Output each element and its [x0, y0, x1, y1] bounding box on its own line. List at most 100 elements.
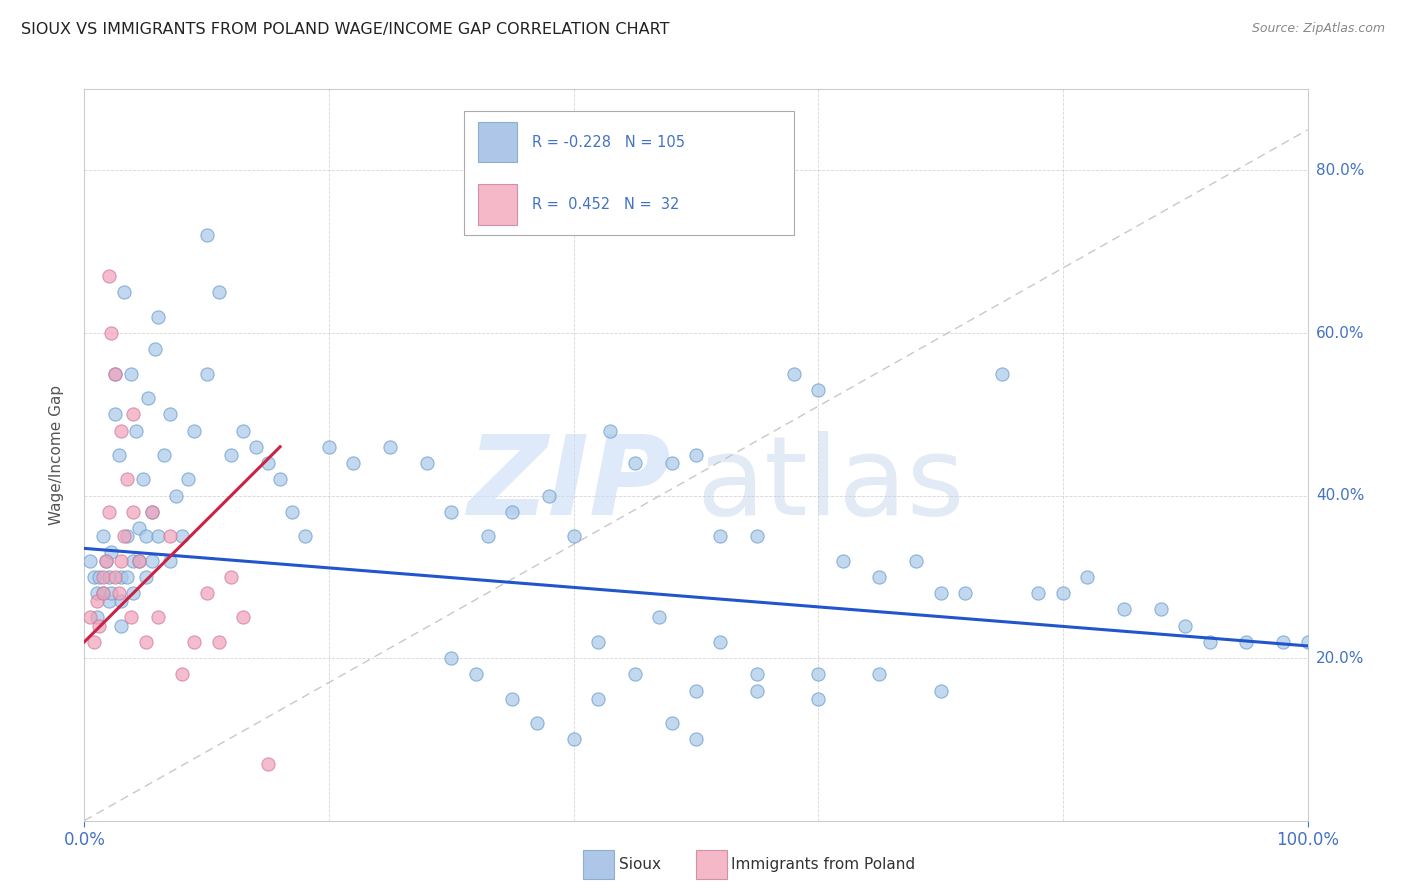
- Point: [586, 635, 609, 649]
- Point: [526, 716, 548, 731]
- Text: Sioux: Sioux: [619, 857, 661, 871]
- Text: atlas: atlas: [696, 431, 965, 538]
- Point: [159, 407, 181, 421]
- Point: [172, 529, 194, 543]
- Point: [281, 505, 304, 519]
- Point: [86, 586, 108, 600]
- Point: [96, 553, 118, 567]
- Point: [110, 618, 132, 632]
- Text: 80.0%: 80.0%: [1316, 163, 1364, 178]
- Point: [110, 594, 132, 608]
- Point: [86, 594, 108, 608]
- Point: [195, 586, 218, 600]
- Y-axis label: Wage/Income Gap: Wage/Income Gap: [49, 384, 63, 525]
- Point: [159, 529, 181, 543]
- Point: [1028, 586, 1050, 600]
- Point: [929, 683, 952, 698]
- Point: [1076, 570, 1098, 584]
- Point: [416, 456, 439, 470]
- Point: [122, 407, 145, 421]
- Point: [1198, 635, 1220, 649]
- Point: [97, 594, 120, 608]
- Point: [464, 667, 486, 681]
- Point: [183, 424, 205, 438]
- Point: [195, 367, 218, 381]
- Point: [685, 448, 707, 462]
- Point: [709, 529, 731, 543]
- Point: [208, 285, 231, 300]
- Point: [141, 553, 163, 567]
- Point: [599, 424, 621, 438]
- Text: R =  0.452   N =  32: R = 0.452 N = 32: [531, 197, 679, 212]
- Text: Source: ZipAtlas.com: Source: ZipAtlas.com: [1251, 22, 1385, 36]
- Point: [929, 586, 952, 600]
- Point: [440, 651, 463, 665]
- Point: [562, 529, 585, 543]
- Point: [807, 667, 830, 681]
- Point: [747, 529, 769, 543]
- Point: [91, 586, 114, 600]
- Point: [115, 570, 138, 584]
- Point: [219, 448, 242, 462]
- Point: [91, 529, 114, 543]
- Point: [110, 553, 132, 567]
- Text: R = -0.228   N = 105: R = -0.228 N = 105: [531, 135, 685, 150]
- Point: [97, 269, 120, 284]
- Point: [232, 424, 254, 438]
- Point: [115, 529, 138, 543]
- Text: ZIP: ZIP: [468, 431, 672, 538]
- FancyBboxPatch shape: [478, 185, 517, 225]
- Point: [100, 545, 122, 559]
- Point: [115, 472, 138, 486]
- Point: [1052, 586, 1074, 600]
- Point: [165, 489, 187, 503]
- FancyBboxPatch shape: [464, 112, 794, 235]
- Point: [538, 489, 561, 503]
- Point: [172, 667, 194, 681]
- Point: [195, 228, 218, 243]
- Point: [146, 310, 169, 324]
- Point: [122, 505, 145, 519]
- Point: [269, 472, 291, 486]
- Point: [100, 586, 122, 600]
- Point: [136, 391, 159, 405]
- Point: [807, 691, 830, 706]
- Point: [112, 529, 135, 543]
- Point: [208, 635, 231, 649]
- Point: [257, 756, 280, 771]
- Text: SIOUX VS IMMIGRANTS FROM POLAND WAGE/INCOME GAP CORRELATION CHART: SIOUX VS IMMIGRANTS FROM POLAND WAGE/INC…: [21, 22, 669, 37]
- Point: [245, 440, 267, 454]
- Point: [501, 691, 523, 706]
- Point: [177, 472, 200, 486]
- Point: [86, 610, 108, 624]
- Point: [440, 505, 463, 519]
- Point: [624, 456, 647, 470]
- Point: [747, 683, 769, 698]
- Point: [153, 448, 176, 462]
- Point: [107, 448, 129, 462]
- Point: [104, 570, 127, 584]
- Point: [1234, 635, 1257, 649]
- Point: [132, 472, 155, 486]
- Point: [141, 505, 163, 519]
- Point: [110, 424, 132, 438]
- Point: [783, 367, 806, 381]
- Point: [97, 505, 120, 519]
- Point: [1150, 602, 1173, 616]
- Point: [661, 456, 683, 470]
- Point: [125, 424, 148, 438]
- Point: [146, 529, 169, 543]
- Point: [128, 521, 150, 535]
- Point: [107, 586, 129, 600]
- Point: [143, 343, 166, 357]
- Point: [96, 553, 118, 567]
- Point: [135, 529, 157, 543]
- Point: [747, 667, 769, 681]
- Point: [146, 610, 169, 624]
- Point: [100, 326, 122, 340]
- Point: [79, 553, 101, 567]
- Point: [318, 440, 340, 454]
- Point: [685, 683, 707, 698]
- Text: 60.0%: 60.0%: [1316, 326, 1364, 341]
- Point: [135, 635, 157, 649]
